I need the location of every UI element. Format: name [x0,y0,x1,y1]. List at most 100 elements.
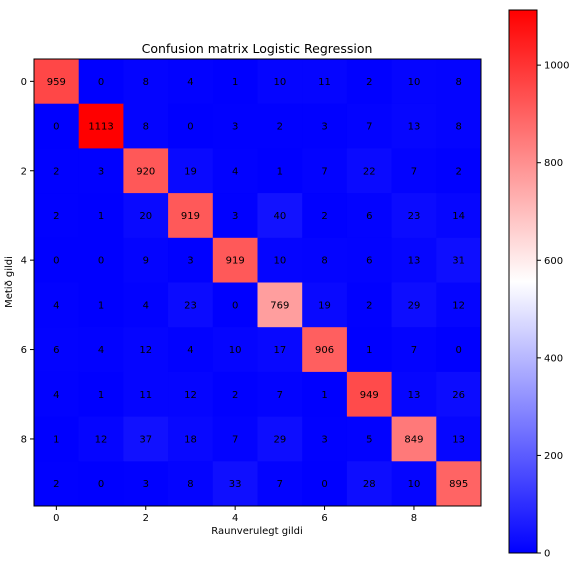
cell-value-label: 2 [53,479,59,490]
heatmap-cell [78,371,124,418]
heatmap-cell [257,148,303,194]
heatmap-cell [346,59,393,105]
heatmap-cell [168,148,214,194]
plot-frame [33,58,482,507]
cell-value-label: 1 [98,300,104,311]
cell-value-label: 0 [98,256,104,267]
heatmap-cell [34,416,80,462]
colorbar-tick-label: 400 [544,353,563,364]
cell-value-label: 0 [232,300,238,311]
cell-value-label: 10 [408,479,421,490]
cell-value-label: 1 [366,345,372,356]
heatmap-cell [168,461,214,507]
cell-value-label: 2 [277,122,283,133]
cell-value-label: 13 [452,434,465,445]
heatmap-cell [436,103,482,149]
cell-value-label: 8 [455,122,461,133]
heatmap-cell [212,327,258,373]
cell-value-label: 14 [452,211,465,222]
cell-value-label: 29 [408,300,421,311]
heatmap-cell [391,282,437,328]
cell-value-label: 4 [232,166,238,177]
cell-value-label: 0 [98,77,104,88]
cell-value-label: 3 [321,122,327,133]
cell-value-label: 9 [143,256,149,267]
heatmap-cell [168,193,214,239]
heatmap-cell [78,461,124,507]
cell-value-label: 10 [229,345,242,356]
heatmap-cell [168,59,214,105]
heatmap-cell [123,416,169,462]
heatmap-cell [346,461,393,507]
cell-value-label: 8 [143,122,149,133]
cell-value-label: 12 [184,390,197,401]
cell-value-label: 11 [139,390,152,401]
cell-value-label: 1 [232,77,238,88]
heatmap-cell [391,371,437,418]
cell-value-label: 23 [184,300,197,311]
cell-value-label: 1 [277,166,283,177]
cell-value-label: 6 [53,345,59,356]
cell-value-label: 0 [53,256,59,267]
cell-value-label: 0 [98,479,104,490]
cell-value-label: 1 [321,390,327,401]
heatmap-cell [391,327,437,373]
heatmap-cell [168,371,214,418]
y-tick-label: 0 [21,77,27,88]
y-tick-label: 2 [21,166,27,177]
heatmap-cell [212,148,258,194]
heatmap-cell [302,103,348,149]
cell-value-label: 4 [143,300,149,311]
cell-value-label: 4 [187,345,193,356]
colorbar-tick-label: 800 [544,158,563,169]
heatmap-cell [123,148,169,194]
cell-value-label: 2 [232,390,238,401]
y-axis-label: Metið gildi [4,256,15,308]
heatmap-cell [391,461,437,507]
cell-value-label: 1 [98,390,104,401]
y-tick-label: 6 [21,345,27,356]
colorbar-tick-label: 1000 [544,61,569,72]
heatmap-cell [302,193,348,239]
colorbar-tick-label: 0 [544,549,550,560]
heatmap-cell [436,148,482,194]
heatmap-cell [123,282,169,328]
heatmap-cell [436,237,482,283]
heatmap-cell [257,327,303,373]
heatmap-cell [436,282,482,328]
x-tick-label: 6 [321,513,327,524]
cell-value-label: 2 [53,166,59,177]
cell-value-label: 12 [452,300,465,311]
cell-value-label: 0 [321,479,327,490]
cell-value-label: 6 [366,256,372,267]
cell-value-label: 19 [184,166,197,177]
cell-value-label: 3 [143,479,149,490]
heatmap-cell [257,237,303,283]
heatmap-cell [168,416,214,462]
cell-value-label: 31 [452,256,465,267]
heatmap-cell [34,193,80,239]
heatmap-cell [346,416,393,462]
heatmap-cell [391,193,437,239]
heatmap-cell [391,416,437,462]
cell-value-label: 895 [449,479,468,490]
cell-value-label: 1113 [88,122,113,133]
cell-value-label: 23 [408,211,421,222]
heatmap-cell [436,327,482,373]
heatmap-cell [123,371,169,418]
cell-value-label: 919 [226,256,245,267]
heatmap-cell [391,148,437,194]
cell-value-label: 3 [232,211,238,222]
heatmap-cell [257,193,303,239]
cell-value-label: 28 [363,479,376,490]
cell-value-label: 13 [408,256,421,267]
cell-value-label: 8 [187,479,193,490]
cell-value-label: 22 [363,166,376,177]
heatmap-cell [123,59,169,105]
heatmap-cell [34,148,80,194]
cell-value-label: 3 [232,122,238,133]
cell-value-label: 29 [273,434,286,445]
cell-value-label: 906 [315,345,334,356]
cell-value-label: 13 [408,122,421,133]
heatmap-cell [212,371,258,418]
